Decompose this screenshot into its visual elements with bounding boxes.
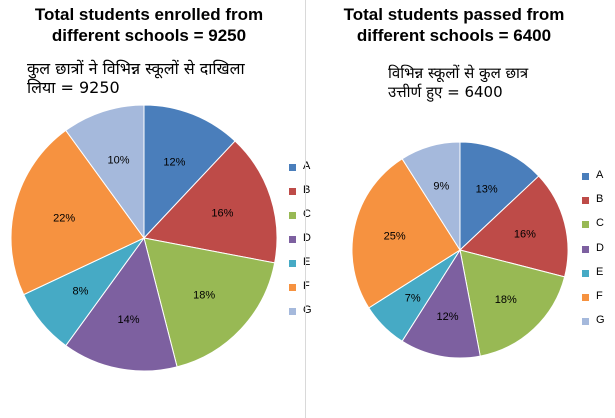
chart-subtitle: विभिन्न स्कूलों से कुल छात्र उत्तीर्ण हु… xyxy=(388,64,598,102)
legend-label: D xyxy=(596,241,604,254)
legend-swatch xyxy=(582,173,589,180)
legend-item-b: B xyxy=(582,193,608,218)
legend-swatch xyxy=(582,293,589,301)
chart-subtitle: कुल छात्रों ने विभिन्न स्कूलों से दाखिला… xyxy=(27,59,287,97)
legend-label: B xyxy=(596,193,604,206)
slice-label-f: 25% xyxy=(384,230,406,242)
legend-item-b: B xyxy=(289,184,315,209)
pie-slice-g xyxy=(401,141,461,252)
legend-label: A xyxy=(303,160,311,172)
chart-title: Total students enrolled from different s… xyxy=(4,4,294,46)
chart-subtitle-line: विभिन्न स्कूलों से कुल छात्र xyxy=(388,64,529,82)
slice-label-g: 10% xyxy=(107,155,129,167)
legend-label: E xyxy=(303,256,311,268)
slice-label-e: 7% xyxy=(405,292,421,304)
pie-chart: 12% 16% 18% 14% 8% 22% 10% xyxy=(10,104,278,372)
legend-swatch xyxy=(289,212,296,219)
pie-slice-a xyxy=(459,141,540,252)
legend-swatch xyxy=(289,188,296,195)
legend-label: F xyxy=(596,289,603,302)
legend-item-a: A xyxy=(582,169,608,194)
legend-label: C xyxy=(596,217,604,230)
legend-label: E xyxy=(596,265,604,278)
legend-label: F xyxy=(303,280,310,292)
slice-label-b: 16% xyxy=(514,228,536,240)
pie-slice-d xyxy=(65,236,178,372)
slice-label-d: 12% xyxy=(436,311,458,323)
slice-label-c: 18% xyxy=(193,289,215,301)
passed-chart-panel: Total students passed from different sch… xyxy=(306,0,615,418)
legend-swatch xyxy=(289,284,296,291)
legend-swatch xyxy=(289,236,296,243)
legend-label: G xyxy=(596,314,605,327)
enrolled-chart-panel: Total students enrolled from different s… xyxy=(0,0,312,418)
chart-title-line: different schools = 6400 xyxy=(356,26,552,45)
slice-label-e: 8% xyxy=(73,286,89,298)
pie-slice-f xyxy=(351,158,461,309)
pie-slice-b xyxy=(458,175,569,278)
chart-subtitle-line: कुल छात्रों ने विभिन्न स्कूलों से दाखिला xyxy=(27,59,245,78)
legend-item-a: A xyxy=(289,160,315,185)
slice-label-d: 14% xyxy=(117,314,139,326)
legend-label: G xyxy=(303,304,312,316)
slice-label-f: 22% xyxy=(53,213,75,225)
pie-slice-g xyxy=(65,104,145,240)
chart-subtitle-line: उत्तीर्ण हुए = 6400 xyxy=(388,83,503,101)
legend-swatch xyxy=(289,260,296,267)
legend-item-d: D xyxy=(289,232,315,257)
legend-label: C xyxy=(303,208,311,220)
slice-label-a: 13% xyxy=(476,184,498,196)
legend-item-f: F xyxy=(289,280,315,305)
slice-label-b: 16% xyxy=(211,208,233,220)
pie-slice-a xyxy=(143,104,236,240)
legend-swatch xyxy=(582,269,589,277)
legend-swatch xyxy=(582,318,589,326)
legend-swatch xyxy=(582,197,589,205)
legend-label: B xyxy=(303,184,311,196)
legend-swatch xyxy=(289,308,296,315)
pie-chart: 13% 16% 18% 12% 7% 25% 9% xyxy=(351,141,569,359)
legend-swatch xyxy=(582,245,589,253)
legend-label: D xyxy=(303,232,311,244)
panel-divider xyxy=(305,0,306,418)
legend-item-c: C xyxy=(582,217,608,242)
chart-title: Total students passed from different sch… xyxy=(314,4,594,46)
legend-item-g: G xyxy=(289,304,315,329)
legend-item-f: F xyxy=(582,289,608,315)
legend-swatch xyxy=(582,221,589,229)
slice-label-g: 9% xyxy=(433,181,449,193)
chart-title-line: Total students enrolled from xyxy=(34,5,264,24)
chart-title-line: different schools = 9250 xyxy=(51,26,247,45)
chart-title-line: Total students passed from xyxy=(343,5,565,24)
legend-item-e: E xyxy=(289,256,315,281)
legend-label: A xyxy=(596,169,604,181)
pie-slice-b xyxy=(143,140,278,264)
pie-slice-d xyxy=(401,248,481,359)
legend-item-g: G xyxy=(582,314,608,339)
legend-swatch xyxy=(289,164,296,171)
pie-slice-f xyxy=(10,129,145,296)
pie-slice-c xyxy=(459,249,566,357)
chart-subtitle-line: लिया = 9250 xyxy=(27,78,120,97)
slice-label-a: 12% xyxy=(163,156,185,168)
slice-label-c: 18% xyxy=(495,294,517,306)
legend-item-d: D xyxy=(582,241,608,267)
legend-item-c: C xyxy=(289,208,315,233)
legend-item-e: E xyxy=(582,265,608,291)
pie-slice-c xyxy=(143,237,276,368)
